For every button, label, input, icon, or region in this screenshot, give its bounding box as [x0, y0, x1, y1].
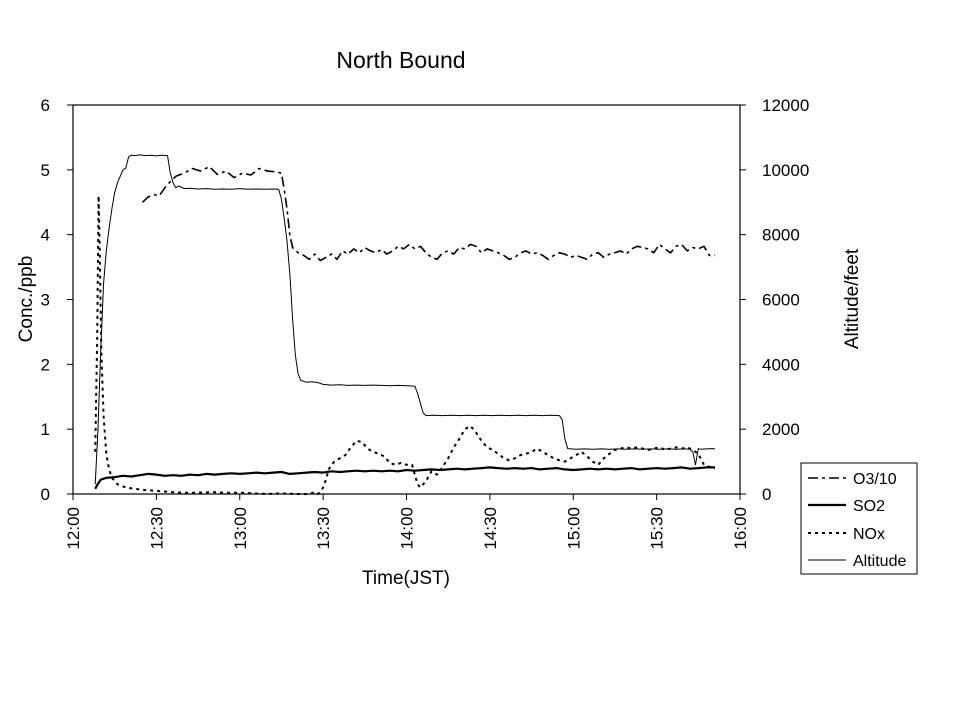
y-tick-label: 1	[41, 420, 50, 439]
x-tick-label: 15:30	[648, 507, 667, 550]
y-tick-label: 2	[41, 355, 50, 374]
y-tick-label: 3	[41, 291, 50, 310]
y2-tick-label: 2000	[762, 420, 800, 439]
series-line-so2	[94, 466, 715, 490]
y-tick-label: 5	[41, 161, 50, 180]
y-axis-left: 0 1 2 3 4 5 6	[41, 96, 73, 504]
y2-tick-label: 6000	[762, 291, 800, 310]
y2-tick-label: 12000	[762, 96, 809, 115]
legend-label-o3: O3/10	[853, 471, 897, 488]
chart-title: North Bound	[336, 47, 465, 73]
y-axis-left-title: Conc./ppb	[16, 256, 37, 343]
series-line-nox	[94, 194, 716, 495]
legend-label-altitude: Altitude	[853, 553, 906, 570]
x-axis-title: Time(JST)	[362, 568, 450, 589]
x-tick-label: 16:00	[731, 507, 750, 550]
y-axis-right-title: Altitude/feet	[842, 248, 863, 349]
y-tick-label: 4	[41, 226, 50, 245]
x-tick-label: 13:00	[231, 507, 250, 550]
y2-tick-label: 4000	[762, 355, 800, 374]
x-axis: 12:00 12:30 13:00 13:30 14:00 14:30 15:00 15:30…	[64, 494, 750, 550]
series-layer	[94, 154, 716, 495]
x-tick-label: 13:30	[314, 507, 333, 550]
x-tick-label: 14:00	[398, 507, 417, 550]
y2-tick-label: 8000	[762, 226, 800, 245]
y2-tick-label: 0	[762, 485, 771, 504]
legend-box	[800, 462, 918, 575]
y-tick-label: 6	[41, 96, 50, 115]
y-axis-right: 0 2000 4000 6000 8000 10000 12000	[740, 96, 809, 504]
legend: O3/10 SO2 NOx Altitude	[800, 462, 918, 575]
y-tick-label: 0	[41, 485, 50, 504]
x-tick-label: 14:30	[481, 507, 500, 550]
x-tick-label: 12:30	[147, 507, 166, 550]
x-tick-label: 15:00	[564, 507, 583, 550]
x-tick-label: 12:00	[64, 507, 83, 550]
series-line-altitude	[94, 154, 716, 485]
plot-area	[72, 104, 741, 495]
y2-tick-label: 10000	[762, 161, 809, 180]
legend-label-nox: NOx	[853, 526, 885, 543]
legend-label-so2: SO2	[853, 498, 885, 515]
series-line-o3-10	[141, 165, 715, 262]
